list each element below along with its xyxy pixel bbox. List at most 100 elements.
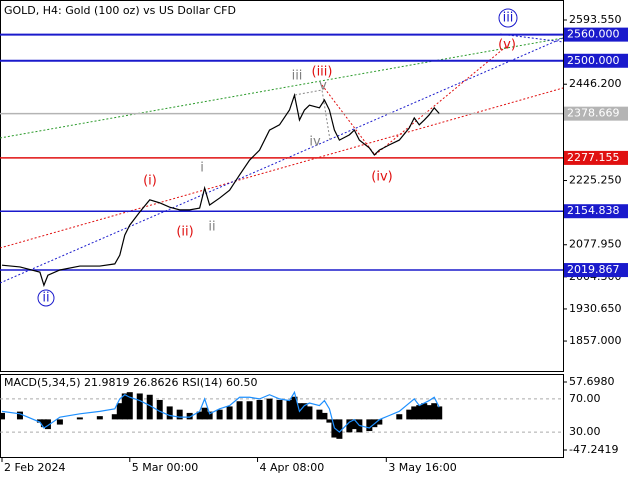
trend-line [0,37,564,139]
wave-line [321,44,509,156]
level-label: 2378.669 [567,107,620,120]
histogram-bar [406,409,413,420]
histogram-bar [396,414,403,420]
wave-label: (iii) [312,65,333,80]
histogram-bar [76,417,83,420]
level-label-box [564,150,628,165]
main-panel-frame [0,0,564,372]
histogram-bar [376,419,383,425]
y-tick-label: -47.2419 [569,443,618,456]
histogram-bar [246,401,253,420]
histogram-bar [416,405,423,420]
histogram-bar [366,419,373,432]
wave-label: ii [42,291,49,306]
histogram-bar [166,406,173,420]
histogram-bar [206,411,213,420]
histogram-bar [266,398,273,420]
histogram-bar [276,399,283,420]
y-tick-label: 1857.000 [569,334,622,347]
y-tick-label: 2446.200 [569,77,622,90]
price-line [1,92,440,288]
histogram-bar [56,419,63,425]
level-label: 2019.867 [567,263,620,276]
histogram-bar [201,407,208,420]
wave-label: i [200,161,204,176]
indicator-title: MACD(5,34,5) 21.9819 26.8626 RSI(14) 60.… [4,376,257,389]
histogram-bar [346,419,353,433]
chart-title: GOLD, H4: Gold (100 oz) vs US Dollar CFD [4,4,236,17]
histogram-bar [286,399,293,420]
histogram-bar [186,412,193,420]
histogram-bar [256,399,263,420]
histogram-bar [136,393,143,420]
level-label: 2277.155 [567,151,620,164]
histogram-bar [306,406,313,420]
x-tick-label: 2 Feb 2024 [4,461,65,474]
histogram-bar [111,414,118,420]
level-label: 2560.000 [567,28,620,41]
histogram-bar [316,409,323,420]
trend-lines [0,33,564,284]
y-tick-label: 1930.650 [569,302,622,315]
histogram-bar [421,403,428,420]
wave-label: iii [503,11,514,26]
histogram-bar [156,399,163,420]
histogram-bar [126,392,133,420]
y-tick-label: 2225.250 [569,174,622,187]
histogram-bar [426,405,433,420]
histogram-bar [116,403,123,420]
wave-labels: iii (iii) v iv (iv) i ii (i) (ii) ii iii… [37,8,518,307]
y2-tick-label: 70.00 [569,392,601,405]
level-label-box [564,263,628,278]
wave-label: (ii) [176,225,193,240]
level-label-box [564,204,628,219]
histogram-bar [226,406,233,420]
y-tick-label: 57.6980 [569,375,615,388]
histogram-bar [351,419,358,430]
histogram-bar [36,419,43,423]
histogram-bar [411,406,418,420]
histogram-bar [326,419,333,423]
x-tick-label: 4 Apr 08:00 [260,461,325,474]
level-label: 2500.000 [567,54,620,67]
y-tick-label: 2593.550 [569,13,622,26]
histogram-bar [236,401,243,420]
wave-label: ii [208,220,215,235]
histogram-bar [0,412,5,420]
price-line [1,390,440,433]
wave-label: iii [292,69,303,84]
histogram-bar [96,416,103,420]
y2-tick-label: 30.00 [569,425,601,438]
wave-line [294,89,331,141]
level-label-box [564,53,628,68]
wave-circle [498,8,518,28]
level-label: 2154.838 [567,204,620,217]
wave-label: (i) [143,174,157,189]
level-label-box [564,27,628,42]
histogram-bar [291,396,298,420]
histogram-bar [436,406,443,420]
trend-line [0,87,564,249]
histogram-bar [44,419,51,430]
histogram-bar [40,419,47,428]
histogram-bar [121,393,128,420]
histogram-bar [16,411,23,420]
x-tick-label: 3 May 16:00 [388,461,456,474]
wave-label: v [319,79,327,94]
wave-circle [37,289,55,307]
wave-line [499,33,564,43]
histogram-bar [146,394,153,420]
histogram-bar [176,409,183,420]
wave-label: (iv) [371,170,392,185]
wave-label: iv [309,135,321,150]
histogram-bar [321,412,328,420]
histogram-bar [336,419,343,439]
wave-label: (v) [498,38,516,53]
histogram-bar [301,403,308,420]
histogram-bar [196,411,203,420]
level-label-box [564,106,628,121]
x-tick-label: 5 Mar 00:00 [132,461,198,474]
y-tick-label: 2077.950 [569,238,622,251]
histogram-bar [216,409,223,420]
